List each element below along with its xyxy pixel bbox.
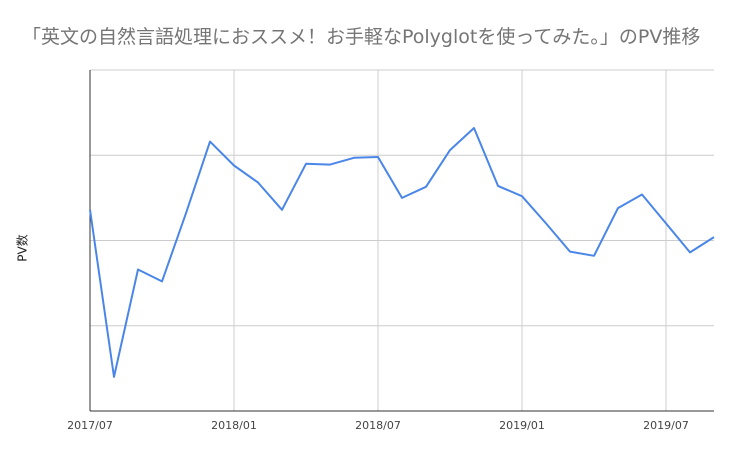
chart-title: 「英文の自然言語処理におススメ！お手軽なPolyglotを使ってみた。」のPV推…: [22, 26, 701, 48]
vertical-gridlines: [233, 70, 667, 411]
x-tick-label: 2019/01: [499, 419, 545, 432]
x-tick-label: 2017/07: [67, 419, 113, 432]
series-group: [89, 127, 715, 378]
horizontal-gridlines: [90, 69, 714, 327]
x-tick-label: 2018/01: [211, 419, 257, 432]
x-tick-label: 2018/07: [355, 419, 401, 432]
series-line: [89, 127, 715, 378]
x-tick-label: 2019/07: [643, 419, 689, 432]
x-tick-labels: 2017/07 2018/01 2018/07 2019/01 2019/07: [67, 419, 689, 432]
axes: [89, 70, 714, 412]
